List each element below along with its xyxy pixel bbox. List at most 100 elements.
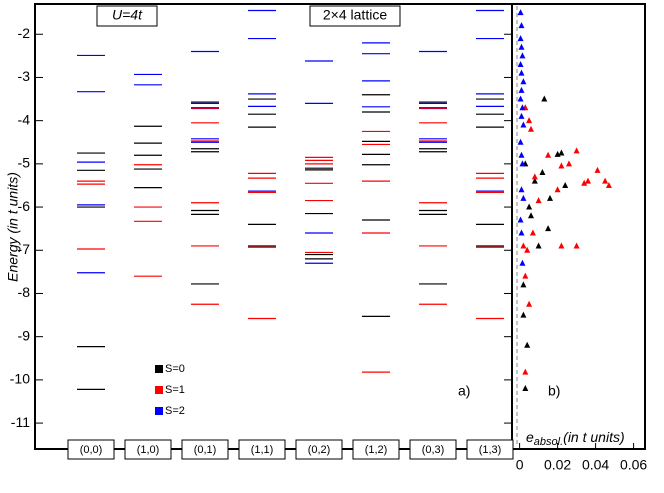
x-tick-label: 0 bbox=[516, 457, 524, 473]
y-tick-label: -8 bbox=[18, 284, 31, 300]
x-tick-label: (1,2) bbox=[365, 444, 388, 456]
point bbox=[518, 112, 525, 119]
point bbox=[554, 186, 561, 193]
point bbox=[519, 160, 526, 167]
legend-swatch bbox=[155, 365, 163, 373]
category-box bbox=[466, 439, 514, 460]
point bbox=[602, 177, 609, 184]
point bbox=[518, 151, 525, 158]
point bbox=[517, 138, 524, 145]
point bbox=[539, 168, 546, 175]
point bbox=[528, 125, 534, 132]
interaction-label: U=4t bbox=[112, 7, 143, 23]
y-tick-label: -6 bbox=[18, 198, 31, 214]
panel-a-frame bbox=[34, 3, 513, 450]
x-tick-label: (0,2) bbox=[308, 444, 331, 456]
legend-swatch bbox=[155, 386, 163, 394]
point bbox=[528, 212, 534, 219]
point bbox=[520, 194, 527, 201]
x-tick-label: (0,3) bbox=[422, 444, 445, 456]
category-box bbox=[67, 439, 115, 460]
point bbox=[520, 242, 527, 249]
point bbox=[524, 246, 531, 253]
point bbox=[558, 162, 565, 169]
point bbox=[518, 186, 525, 193]
x-tick-label: 0.04 bbox=[582, 457, 609, 473]
x-label-text: (in t units) bbox=[563, 429, 624, 445]
point bbox=[517, 9, 524, 16]
point bbox=[547, 194, 553, 201]
annotation-box bbox=[96, 5, 158, 27]
point bbox=[526, 300, 533, 307]
y-tick-label: -9 bbox=[18, 327, 31, 343]
point bbox=[520, 121, 527, 128]
y-tick-label: -7 bbox=[18, 241, 31, 257]
legend-label: S=2 bbox=[165, 405, 185, 417]
category-box bbox=[181, 439, 229, 460]
point bbox=[562, 181, 569, 188]
point bbox=[518, 86, 525, 93]
y-tick-label: -11 bbox=[11, 414, 30, 430]
category-box bbox=[409, 439, 457, 460]
legend-label: S=0 bbox=[165, 363, 185, 375]
point bbox=[535, 242, 542, 249]
point bbox=[518, 22, 525, 29]
lattice-label: 2×4 lattice bbox=[323, 7, 387, 23]
x-tick-label: (1,1) bbox=[251, 444, 274, 456]
point bbox=[545, 225, 552, 232]
annotation-box bbox=[309, 5, 401, 27]
y-tick-label: -2 bbox=[18, 25, 31, 41]
point bbox=[518, 69, 525, 76]
point bbox=[529, 229, 536, 236]
legend-label: S=1 bbox=[165, 384, 185, 396]
point bbox=[517, 60, 524, 67]
point bbox=[545, 151, 552, 158]
point bbox=[524, 341, 531, 348]
point bbox=[566, 160, 572, 167]
x-tick-label: (1,3) bbox=[479, 444, 502, 456]
category-box bbox=[352, 439, 400, 460]
y-tick-label: -5 bbox=[18, 155, 31, 171]
point bbox=[522, 368, 529, 375]
panel-label: a) bbox=[458, 383, 470, 399]
point bbox=[519, 259, 526, 266]
x-label-symbol: e bbox=[526, 429, 534, 445]
x-tick-label: (0,1) bbox=[194, 444, 217, 456]
point bbox=[585, 177, 591, 184]
point bbox=[573, 242, 580, 249]
category-box bbox=[295, 439, 343, 460]
x-tick-label: (1,0) bbox=[137, 444, 160, 456]
point bbox=[526, 203, 533, 210]
point bbox=[531, 173, 538, 180]
legend-swatch bbox=[155, 407, 163, 415]
panel-b-frame bbox=[511, 3, 646, 450]
point bbox=[519, 104, 526, 111]
point bbox=[522, 385, 529, 392]
point bbox=[558, 149, 565, 156]
point bbox=[517, 216, 524, 223]
panel-label: b) bbox=[548, 383, 560, 399]
point bbox=[520, 281, 527, 288]
category-box bbox=[238, 439, 286, 460]
point bbox=[541, 95, 548, 102]
point bbox=[517, 35, 524, 42]
point bbox=[522, 272, 529, 279]
x-axis-label: eabsol.(in t units) bbox=[526, 429, 625, 448]
point bbox=[531, 177, 538, 184]
point bbox=[518, 229, 525, 236]
x-tick-label: 0.06 bbox=[620, 457, 647, 473]
point bbox=[520, 78, 527, 85]
point bbox=[558, 242, 565, 249]
x-tick-label: 0.02 bbox=[544, 457, 571, 473]
point bbox=[517, 95, 524, 102]
point bbox=[535, 197, 542, 204]
point bbox=[520, 311, 527, 318]
x-label-subscript: absol. bbox=[534, 436, 563, 448]
point bbox=[573, 147, 580, 154]
category-box bbox=[124, 439, 172, 460]
point bbox=[594, 166, 601, 173]
y-axis-label: Energy (in t units) bbox=[5, 172, 21, 282]
y-tick-label: -3 bbox=[18, 68, 31, 84]
point bbox=[605, 181, 612, 188]
